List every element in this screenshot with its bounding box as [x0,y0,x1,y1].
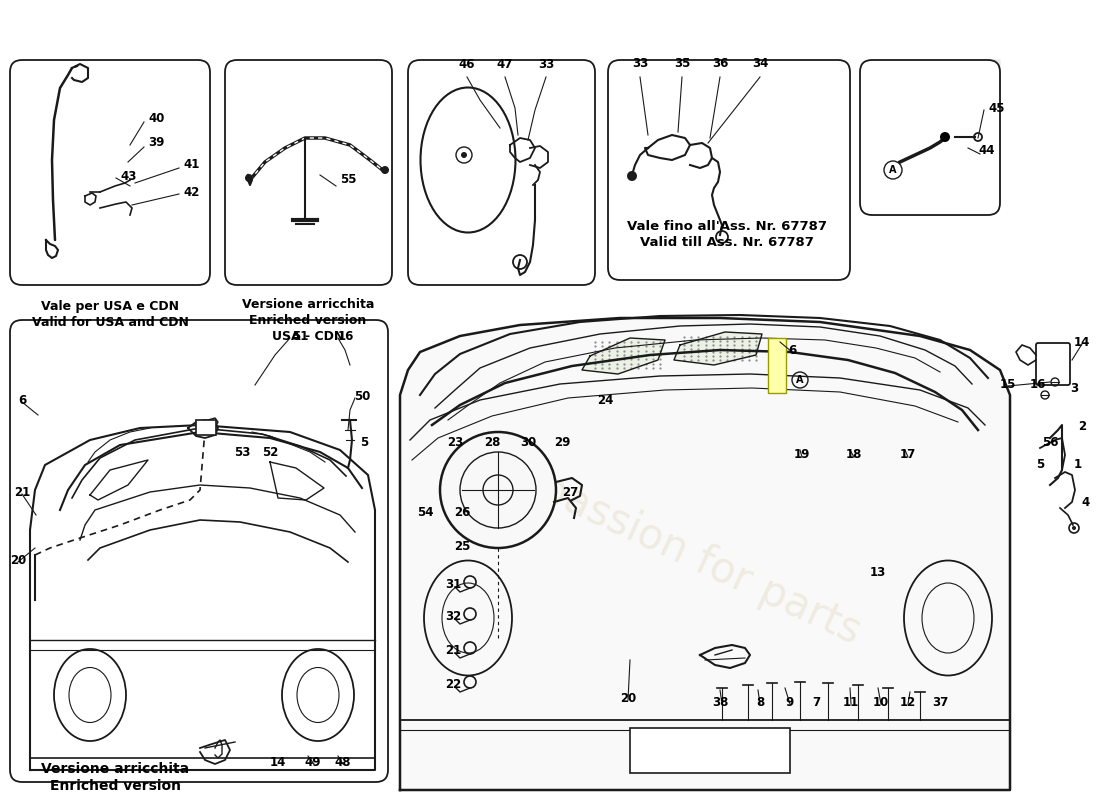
Text: 17: 17 [900,449,916,462]
Circle shape [627,171,637,181]
Text: Vale per USA e CDN
Valid for USA and CDN: Vale per USA e CDN Valid for USA and CDN [32,300,188,329]
FancyBboxPatch shape [408,60,595,285]
Text: 53: 53 [234,446,250,459]
Polygon shape [582,338,665,374]
Text: 40: 40 [148,111,164,125]
Text: 24: 24 [597,394,613,406]
Text: 56: 56 [1042,437,1058,450]
Text: 33: 33 [631,57,648,70]
Text: 9: 9 [785,695,794,709]
Text: 11: 11 [843,695,859,709]
Text: 50: 50 [354,390,371,402]
Circle shape [381,166,389,174]
Text: 52: 52 [262,446,278,459]
Text: 22: 22 [444,678,461,690]
Polygon shape [674,332,762,365]
Text: 21: 21 [444,643,461,657]
Text: 14: 14 [1074,335,1090,349]
Text: 6: 6 [788,343,796,357]
Circle shape [1072,526,1076,530]
Text: 16: 16 [1030,378,1046,390]
Text: 44: 44 [978,143,994,157]
FancyBboxPatch shape [630,728,790,773]
Text: 36: 36 [712,57,728,70]
Circle shape [440,432,556,548]
Text: 46: 46 [459,58,475,71]
Text: 20: 20 [10,554,26,566]
Circle shape [940,132,950,142]
Text: 41: 41 [183,158,199,171]
Text: 47: 47 [497,58,514,71]
Text: Versione arricchita
Enriched version: Versione arricchita Enriched version [41,762,189,794]
Polygon shape [870,60,1000,215]
Text: Vale fino all'Ass. Nr. 67787
Valid till Ass. Nr. 67787: Vale fino all'Ass. Nr. 67787 Valid till … [627,220,827,249]
Text: 35: 35 [674,57,690,70]
FancyBboxPatch shape [10,60,210,285]
Text: 16: 16 [338,330,354,342]
Text: 55: 55 [340,173,356,186]
Text: 4: 4 [1082,495,1090,509]
Text: A: A [889,165,896,175]
Polygon shape [30,425,375,770]
Text: 6: 6 [18,394,26,406]
Text: 12: 12 [900,695,916,709]
Text: 25: 25 [454,541,470,554]
Text: 10: 10 [873,695,889,709]
FancyBboxPatch shape [1036,343,1070,385]
Text: 19: 19 [794,449,811,462]
Text: 49: 49 [305,755,321,769]
Text: 45: 45 [988,102,1004,114]
Text: 14: 14 [270,755,286,769]
Text: 13: 13 [870,566,887,578]
Text: 1: 1 [1074,458,1082,470]
Text: 37: 37 [932,695,948,709]
Text: Versione arricchita
Enriched version
USA - CDN: Versione arricchita Enriched version USA… [242,298,374,343]
Text: 3: 3 [1070,382,1078,394]
Text: 42: 42 [183,186,199,198]
Text: 32: 32 [444,610,461,622]
Text: 23: 23 [447,435,463,449]
FancyBboxPatch shape [196,420,216,435]
FancyBboxPatch shape [768,338,786,393]
Text: 21: 21 [14,486,30,498]
FancyBboxPatch shape [860,60,1000,215]
Text: 18: 18 [846,449,862,462]
FancyBboxPatch shape [226,60,392,285]
Text: 2: 2 [1078,419,1086,433]
Text: 43: 43 [120,170,136,182]
Polygon shape [400,318,1010,790]
Text: 29: 29 [553,435,570,449]
Text: 5: 5 [360,435,368,449]
Text: 28: 28 [484,435,500,449]
Text: 15: 15 [1000,378,1016,390]
Text: 48: 48 [334,755,351,769]
FancyBboxPatch shape [608,60,850,280]
Text: 20: 20 [620,691,636,705]
Text: 38: 38 [712,695,728,709]
Text: 34: 34 [751,57,768,70]
Circle shape [245,174,253,182]
Text: 26: 26 [454,506,470,518]
FancyBboxPatch shape [10,320,388,782]
Text: A: A [796,375,804,385]
Text: 27: 27 [562,486,579,498]
Text: 51: 51 [292,330,308,342]
Text: 39: 39 [148,137,164,150]
Text: 8: 8 [756,695,764,709]
Text: 30: 30 [520,435,536,449]
Text: passion for parts: passion for parts [532,467,867,653]
Text: 31: 31 [444,578,461,590]
Text: 5: 5 [1036,458,1044,470]
Text: 7: 7 [812,695,821,709]
Text: 54: 54 [417,506,433,518]
Circle shape [461,152,468,158]
Text: 33: 33 [538,58,554,71]
